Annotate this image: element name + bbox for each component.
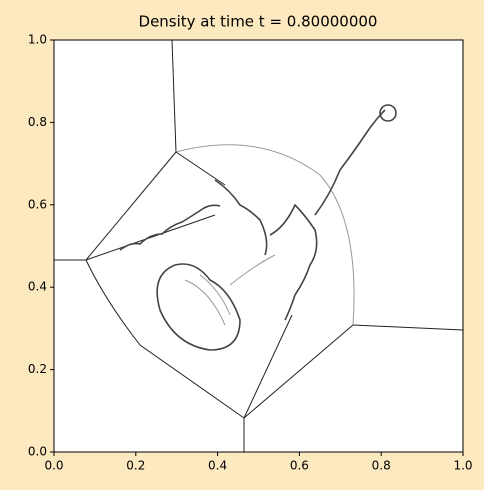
density-field: [54, 39, 464, 452]
x-tick-label: 0.4: [208, 459, 227, 473]
y-tick-label: 0.2: [28, 362, 47, 376]
shock-line: [243, 324, 354, 419]
vortex-sheet: [214, 179, 268, 256]
y-tick-label: 0.8: [28, 115, 47, 129]
y-tick-label: 0.4: [28, 280, 47, 294]
bow-shock: [175, 144, 355, 326]
plot-area: [54, 40, 463, 452]
jet: [314, 109, 386, 216]
vortex-sheet: [269, 203, 318, 321]
chart-title: Density at time t = 0.80000000: [139, 13, 378, 31]
x-tick-label: 0.2: [126, 459, 145, 473]
shock-line: [171, 39, 177, 153]
shock-line: [85, 259, 245, 419]
shock-line: [352, 324, 464, 331]
shock-line: [85, 151, 177, 261]
vortex-ring: [184, 254, 276, 326]
x-tick-label: 1.0: [453, 459, 472, 473]
shock-line: [243, 314, 293, 419]
x-tick-label: 0.0: [44, 459, 63, 473]
y-tick-label: 0.6: [28, 197, 47, 211]
vortex-ring: [156, 263, 241, 351]
shock-line: [85, 214, 216, 261]
x-tick-label: 0.8: [372, 459, 391, 473]
vortex: [379, 104, 397, 122]
y-tick-label: 0.0: [28, 445, 47, 459]
vortex-sheet: [119, 204, 221, 251]
plot-frame: [53, 39, 464, 453]
shock-line: [175, 151, 226, 186]
x-tick-label: 0.6: [290, 459, 309, 473]
y-tick-label: 1.0: [28, 33, 47, 47]
